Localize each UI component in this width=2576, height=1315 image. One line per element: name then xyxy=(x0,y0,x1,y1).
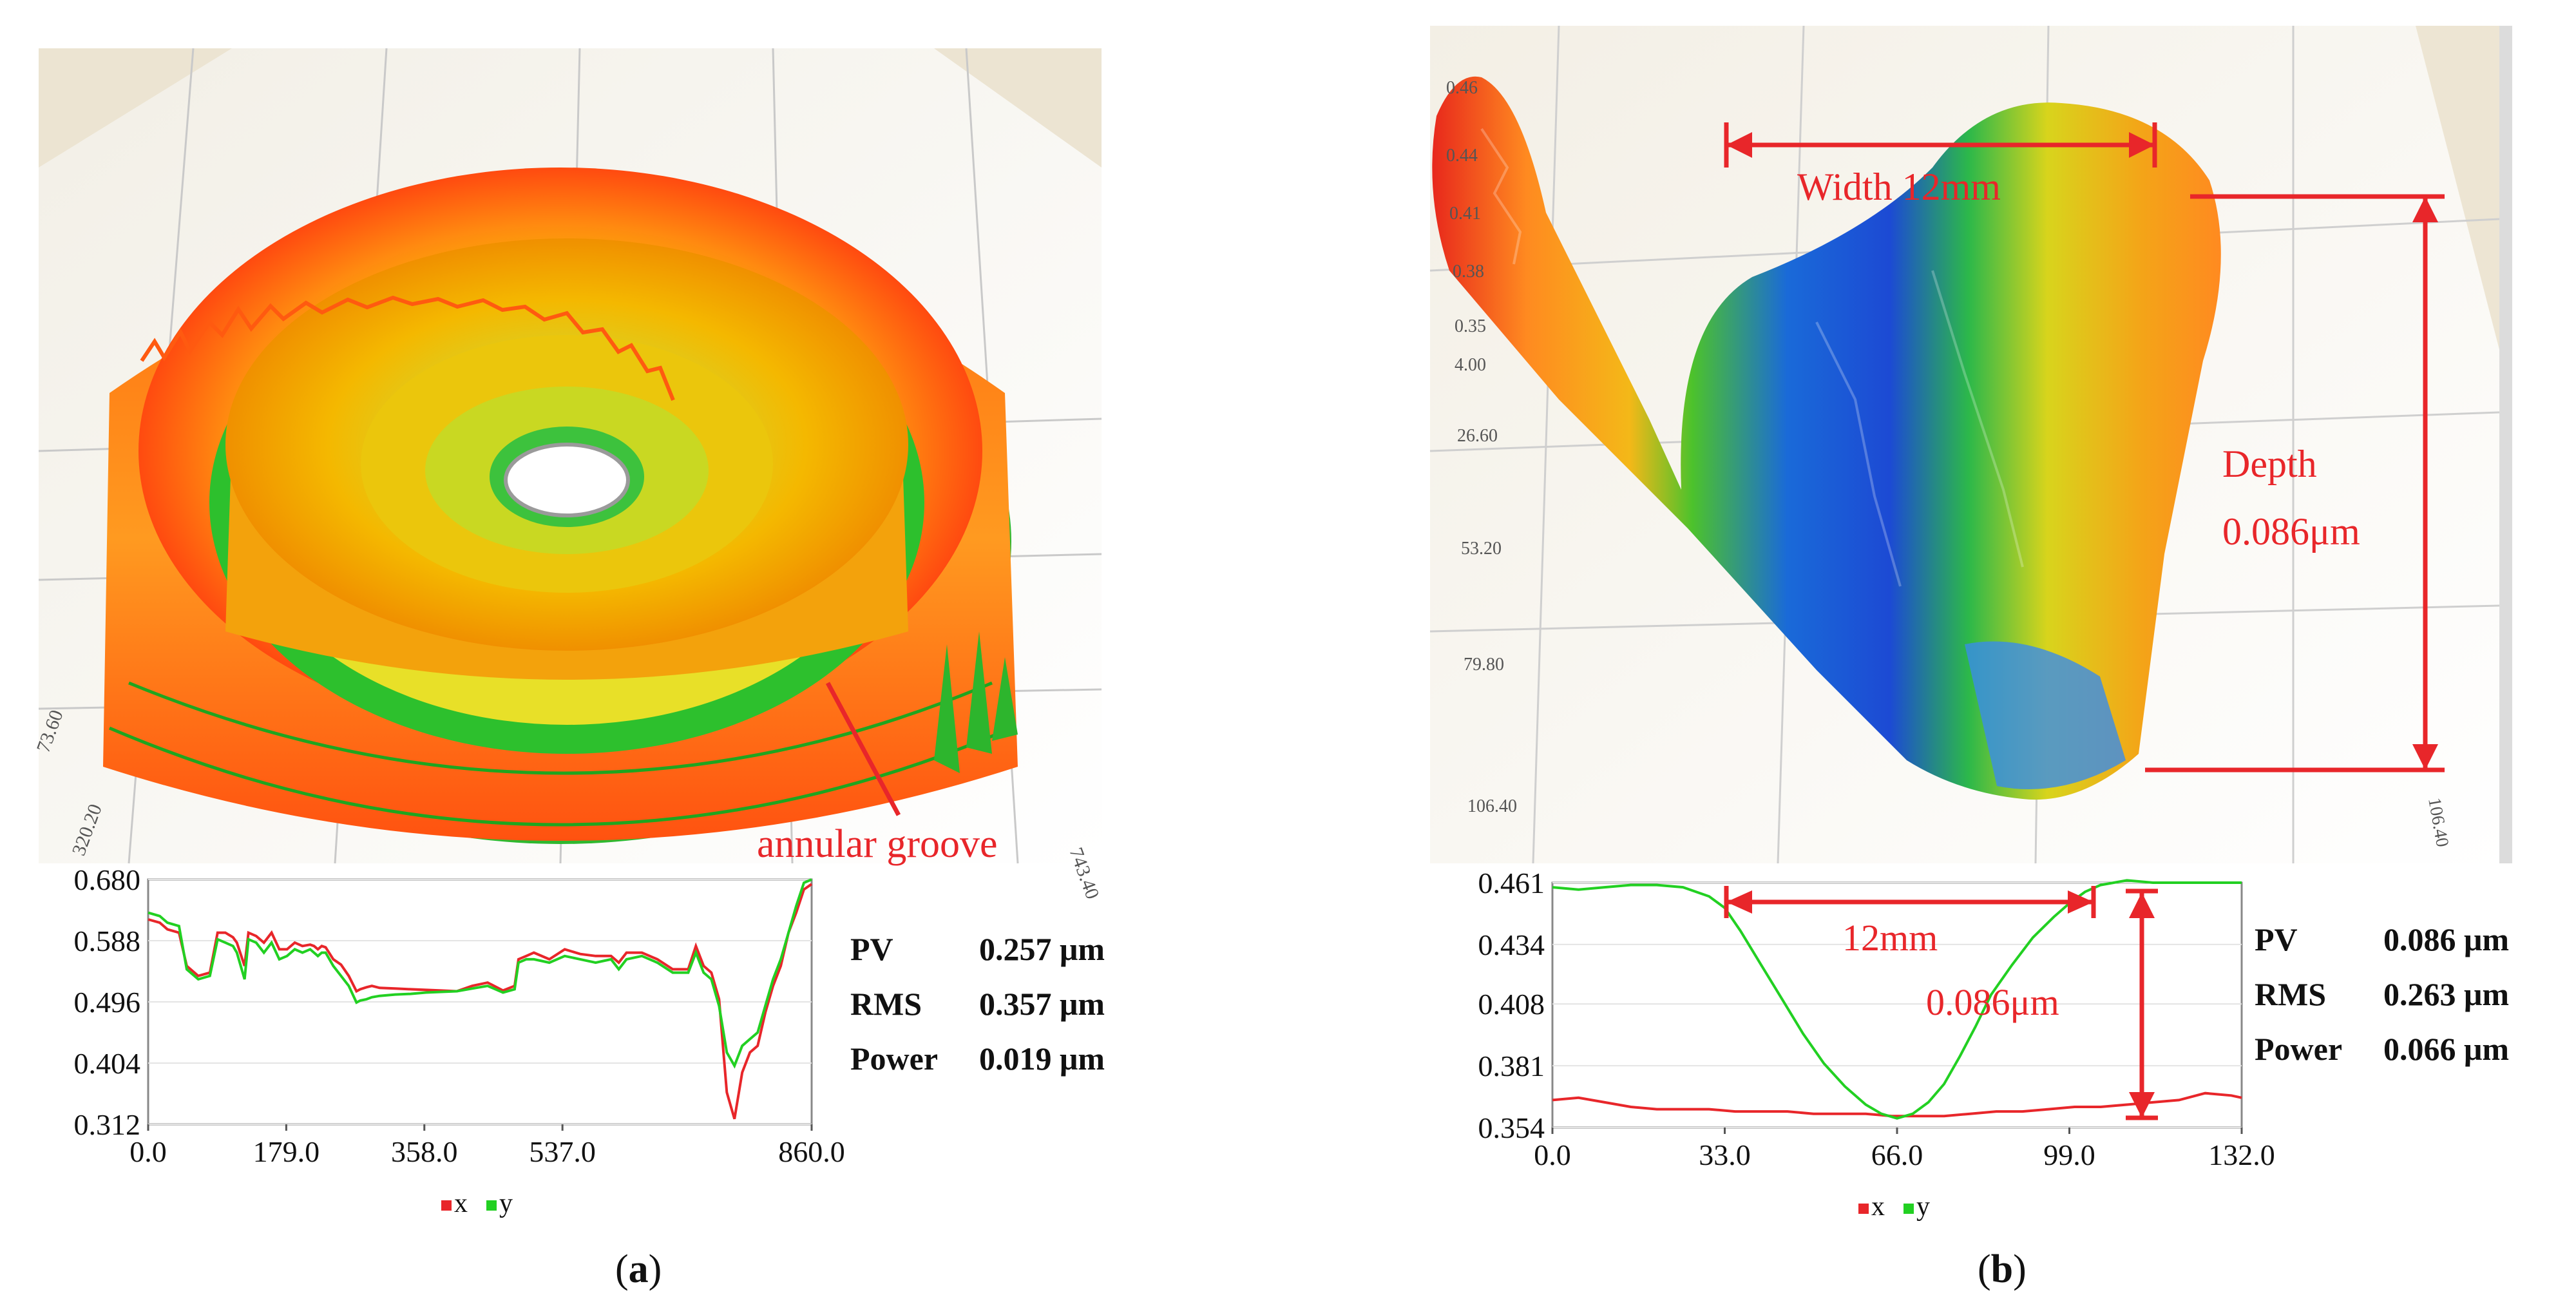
edge-spikes xyxy=(934,631,1018,773)
bowl-bottom-highlight xyxy=(1965,641,2126,789)
legend-swatch-x xyxy=(1858,1204,1869,1214)
surface-tick: 106.40 xyxy=(1467,796,1517,816)
legend-swatch-y xyxy=(1903,1204,1914,1214)
surface-tick: 0.44 xyxy=(1446,146,1478,166)
x-tick-label: 33.0 xyxy=(1699,1138,1751,1171)
legend-label-y: y xyxy=(499,1189,513,1218)
surface-roughness xyxy=(1480,128,2024,587)
x-tick-label: 537.0 xyxy=(529,1135,596,1168)
stat-label-pv: PV xyxy=(850,931,893,967)
profile-depth-dimension xyxy=(2126,888,2158,1120)
surface-plot-a: 73.60 320.20 743.40 annular groove xyxy=(33,48,1103,902)
profile-width-label: 12mm xyxy=(1842,917,1938,959)
surface-tick: 4.00 xyxy=(1455,355,1486,375)
legend-label-y: y xyxy=(1916,1192,1930,1222)
legend-swatch-x xyxy=(441,1200,452,1211)
profile-plot-a: 0.680 0.588 0.496 0.404 0.312 0.0 179.0 358.0 5… xyxy=(74,863,845,1218)
profile-plot-b: 0.461 0.434 0.408 0.381 0.354 0.0 33.0 66.0 99.… xyxy=(1478,867,2275,1222)
width-label: Width 12mm xyxy=(1797,166,2001,208)
y-tick-label: 0.354 xyxy=(1478,1111,1545,1144)
stat-label-rms: RMS xyxy=(2255,976,2326,1012)
y-tick-label: 0.408 xyxy=(1478,988,1545,1021)
x-tick-label: 0.0 xyxy=(1534,1138,1571,1171)
stat-value-power: 0.066 μm xyxy=(2383,1031,2509,1067)
profile-depth-label: 0.086μm xyxy=(1926,981,2059,1023)
depth-dimension xyxy=(2145,194,2445,773)
surface-wall-right xyxy=(934,48,1102,168)
stat-value-pv: 0.086 μm xyxy=(2383,921,2509,957)
surface-tick: 0.38 xyxy=(1453,262,1484,282)
y-tick-label: 0.381 xyxy=(1478,1050,1545,1082)
surface-wall-left xyxy=(39,48,232,168)
x-tick-label: 358.0 xyxy=(391,1135,458,1168)
x-tick-label: 0.0 xyxy=(129,1135,167,1168)
center-hole xyxy=(504,443,630,517)
surface-tick: 0.41 xyxy=(1449,204,1481,224)
x-tick-label: 99.0 xyxy=(2043,1138,2095,1171)
panel-b: 0.46 0.44 0.41 0.38 0.35 4.00 26.60 53.2… xyxy=(1288,0,2576,1315)
y-tick-label: 0.588 xyxy=(74,925,141,957)
surface-tick: 53.20 xyxy=(1461,539,1502,559)
caption-letter-a: a xyxy=(629,1247,649,1291)
stat-label-rms: RMS xyxy=(850,986,922,1022)
stats-b: PV 0.086 μm RMS 0.263 μm Power 0.066 μm xyxy=(2255,921,2509,1067)
surface-plot-b: 0.46 0.44 0.41 0.38 0.35 4.00 26.60 53.2… xyxy=(1429,25,2512,864)
panel-a-svg: 73.60 320.20 743.40 annular groove 0.680… xyxy=(33,48,1105,1291)
y-tick-label: 0.496 xyxy=(74,986,141,1019)
stats-a: PV 0.257 μm RMS 0.357 μm Power 0.019 μm xyxy=(850,931,1105,1077)
x-tick-label: 132.0 xyxy=(2208,1138,2275,1171)
bowl-surface xyxy=(1432,76,2221,800)
stat-value-rms: 0.263 μm xyxy=(2383,976,2509,1012)
x-tick-label: 66.0 xyxy=(1871,1138,1923,1171)
surface-ticks: 0.46 0.44 0.41 0.38 0.35 4.00 26.60 53.2… xyxy=(1446,78,2452,849)
stat-label-power: Power xyxy=(850,1041,938,1077)
legend-label-x: x xyxy=(1871,1192,1885,1222)
plot-area xyxy=(1551,881,2243,1129)
surface-wall-right xyxy=(2416,26,2512,399)
panel-a: 73.60 320.20 743.40 annular groove 0.680… xyxy=(33,48,1105,1291)
surface-tick: 26.60 xyxy=(1457,426,1498,446)
legend-swatch-y xyxy=(486,1200,497,1211)
depth-label: Depth xyxy=(2222,443,2317,485)
width-dimension xyxy=(1724,122,2157,168)
annotation-annular-groove: annular groove xyxy=(757,822,998,866)
surface-roughness xyxy=(140,295,675,401)
y-tick-label: 0.312 xyxy=(74,1108,141,1141)
stat-value-power: 0.019 μm xyxy=(979,1041,1105,1077)
series-line-y xyxy=(148,878,812,1069)
stat-label-power: Power xyxy=(2255,1031,2342,1067)
surface-tick: 79.80 xyxy=(1464,655,1504,675)
surface-frame xyxy=(2499,26,2512,863)
annotation-leader-line xyxy=(825,682,901,816)
stat-label-pv: PV xyxy=(2255,921,2298,957)
legend-label-x: x xyxy=(454,1189,468,1218)
depth-value: 0.086μm xyxy=(2222,510,2360,553)
y-tick-label: 0.461 xyxy=(1478,867,1545,899)
caption-a: (a) xyxy=(615,1247,662,1291)
x-tick-label: 179.0 xyxy=(253,1135,320,1168)
stat-value-rms: 0.357 μm xyxy=(979,986,1105,1022)
profile-width-dimension xyxy=(1724,886,2096,918)
y-tick-label: 0.680 xyxy=(74,863,141,896)
panel-b-svg: 0.46 0.44 0.41 0.38 0.35 4.00 26.60 53.2… xyxy=(1429,25,2512,1291)
y-tick-label: 0.434 xyxy=(1478,928,1545,961)
y-tick-label: 0.404 xyxy=(74,1047,141,1080)
x-tick-label: 860.0 xyxy=(778,1135,845,1168)
stat-value-pv: 0.257 μm xyxy=(979,931,1105,967)
surface-tick: 0.35 xyxy=(1455,316,1486,336)
caption-letter-b: b xyxy=(1991,1247,2013,1291)
surface-tick: 0.46 xyxy=(1446,78,1478,98)
caption-b: (b) xyxy=(1978,1247,2027,1291)
